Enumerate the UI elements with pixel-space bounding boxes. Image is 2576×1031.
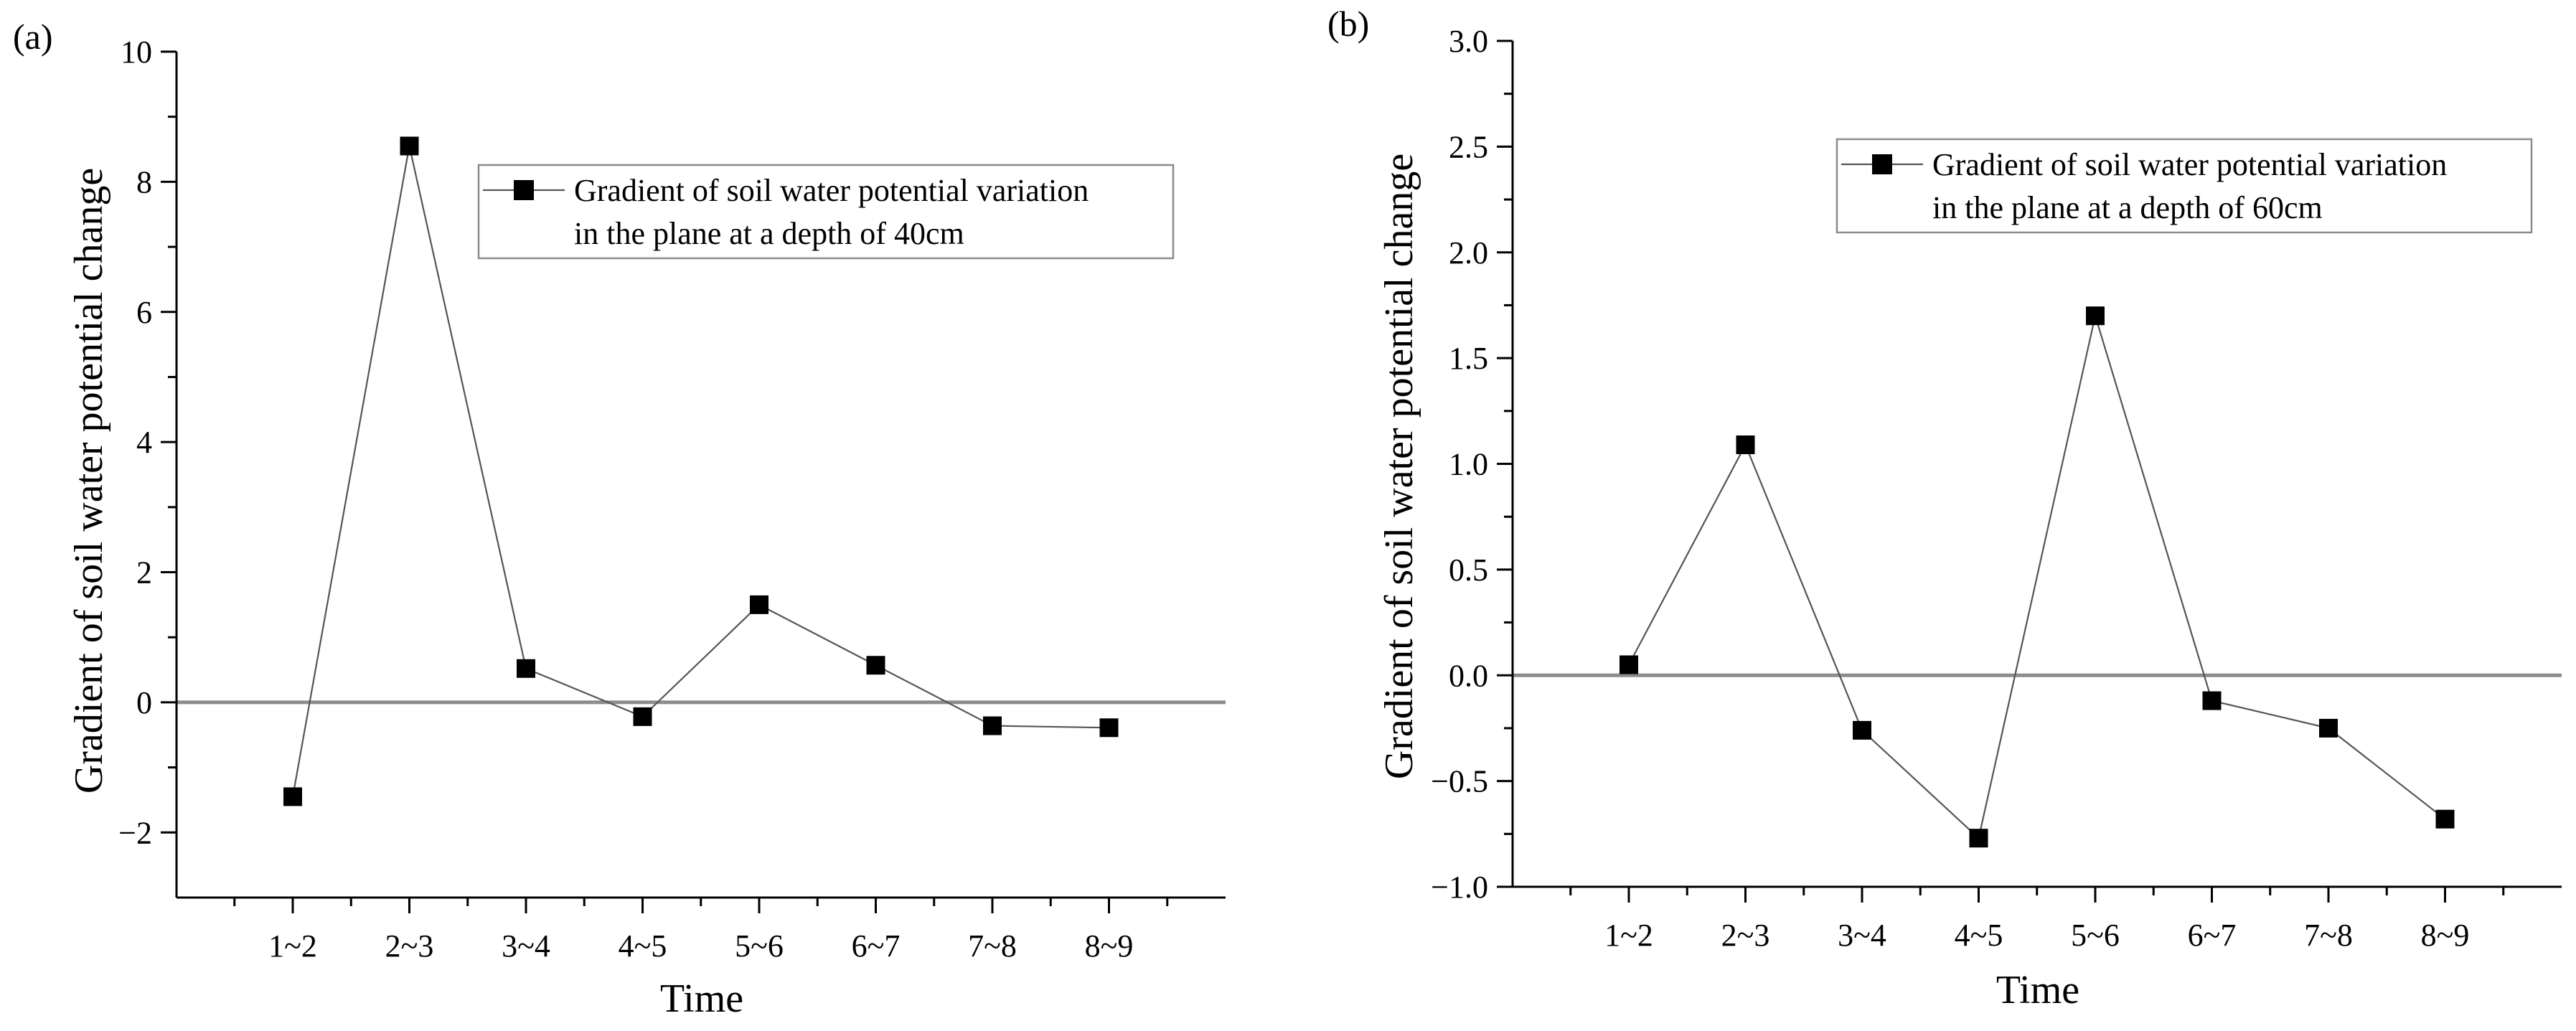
x-tick-label: 6~7 <box>852 928 901 964</box>
x-tick-label: 7~8 <box>2304 918 2353 953</box>
x-tick-label: 2~3 <box>1721 918 1770 953</box>
legend-text-line-1: Gradient of soil water potential variati… <box>1932 147 2447 182</box>
legend-box <box>1835 138 2533 234</box>
y-tick-label: 8 <box>136 164 152 199</box>
data-point-marker <box>1620 655 1638 674</box>
y-axis-title: Gradient of soil water potential change <box>67 168 111 794</box>
series-line <box>291 146 1109 797</box>
y-tick-label: 1.5 <box>1449 341 1488 376</box>
y-tick-label: −1.0 <box>1431 870 1488 905</box>
y-tick-label: 2 <box>136 555 152 590</box>
data-point-marker <box>983 716 1002 735</box>
y-tick-label: −0.5 <box>1431 764 1488 799</box>
y-axis-title: Gradient of soil water potential change <box>1377 154 1421 779</box>
legend-text-line-1: Gradient of soil water potential variati… <box>574 173 1089 208</box>
legend-text-line-2: in the plane at a depth of 60cm <box>1932 190 2323 225</box>
y-tick-label: 1.0 <box>1449 447 1488 482</box>
y-tick-label: 6 <box>136 295 152 330</box>
chart-panel-b: (b) Gradient of soil water potential cha… <box>1327 4 2562 1012</box>
chart-panel-a: (a) Gradient of soil water potential cha… <box>13 17 1226 1021</box>
y-tick-label: 0.5 <box>1449 552 1488 588</box>
data-point-marker <box>633 707 652 726</box>
legend-text-line-2: in the plane at a depth of 40cm <box>574 216 964 251</box>
legend-box <box>477 164 1175 260</box>
legend: Gradient of soil water potential variati… <box>477 164 1175 260</box>
data-point-marker <box>400 136 419 156</box>
y-tick-label: 10 <box>121 34 152 70</box>
data-point-marker <box>2086 306 2105 326</box>
y-tick-label: 4 <box>136 425 152 460</box>
x-tick-label: 1~2 <box>268 928 317 964</box>
panel-label: (a) <box>13 17 53 57</box>
data-point-marker <box>2435 809 2455 829</box>
y-tick-label: 0 <box>136 685 152 720</box>
x-tick-label: 8~9 <box>2421 918 2470 953</box>
x-axis-title: Time <box>1996 968 2079 1012</box>
x-tick-label: 2~3 <box>385 928 434 964</box>
x-tick-label: 3~4 <box>1838 918 1886 953</box>
data-point-marker <box>2202 691 2222 710</box>
data-point-marker <box>1736 435 1755 454</box>
x-tick-label: 6~7 <box>2188 918 2237 953</box>
x-tick-label: 3~4 <box>502 928 550 964</box>
y-tick-label: 0.0 <box>1449 658 1488 693</box>
data-point-marker <box>1969 829 1988 848</box>
data-point-marker <box>1853 720 1871 740</box>
x-tick-label: 4~5 <box>1955 918 2003 953</box>
legend-marker <box>1872 154 1892 174</box>
y-tick-label: 3.0 <box>1449 24 1488 59</box>
legend: Gradient of soil water potential variati… <box>1835 138 2533 234</box>
data-point-marker <box>517 659 535 678</box>
data-point-marker <box>1099 718 1119 738</box>
x-tick-label: 1~2 <box>1604 918 1653 953</box>
data-point-marker <box>866 656 885 675</box>
panel-label: (b) <box>1327 4 1369 44</box>
x-axis-title: Time <box>660 976 743 1021</box>
x-tick-label: 5~6 <box>735 928 784 964</box>
x-tick-label: 7~8 <box>968 928 1017 964</box>
y-tick-label: 2.5 <box>1449 129 1488 164</box>
data-point-marker <box>283 787 302 806</box>
data-point-marker <box>750 595 768 614</box>
x-tick-label: 5~6 <box>2071 918 2120 953</box>
series-line <box>1628 312 2446 840</box>
legend-marker <box>514 180 534 200</box>
x-tick-label: 4~5 <box>619 928 667 964</box>
y-tick-label: −2 <box>118 815 152 850</box>
x-tick-label: 8~9 <box>1085 928 1134 964</box>
data-point-marker <box>2319 718 2338 738</box>
y-tick-label: 2.0 <box>1449 235 1488 270</box>
